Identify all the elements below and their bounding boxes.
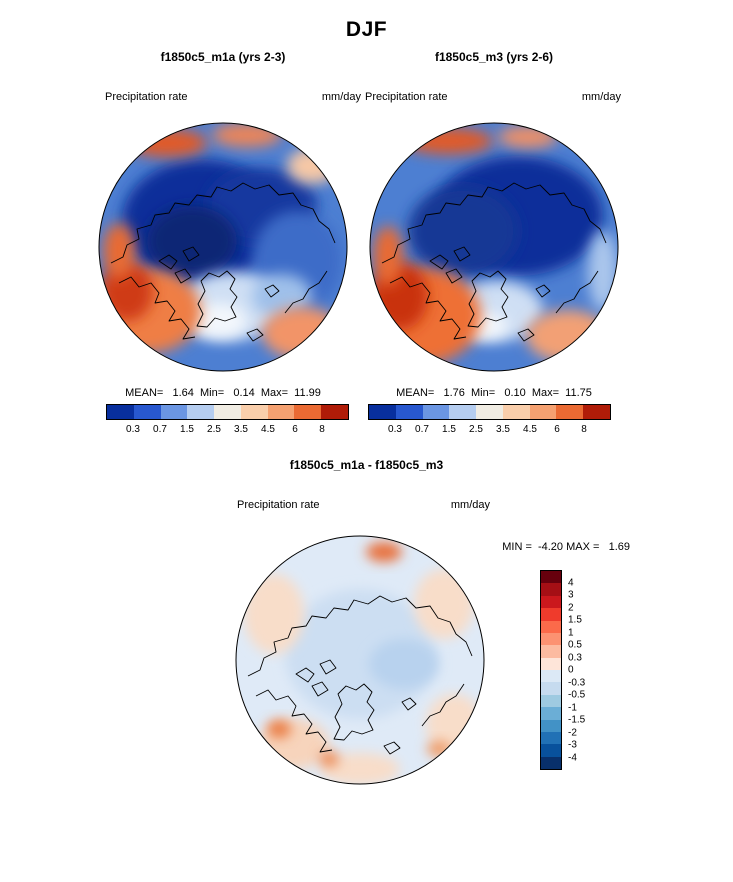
map-diff [235, 535, 485, 785]
panel2-units-label: mm/day [581, 91, 621, 103]
colorbar-tick-label: 6 [554, 424, 560, 435]
colorbar-segment [541, 707, 561, 720]
colorbar-tick-label: 1.5 [568, 614, 582, 626]
colorbar-segment [541, 645, 561, 658]
colorbar-segment [529, 405, 557, 419]
colorbar-tick-label: 0.5 [568, 639, 582, 651]
colorbar-tick-label: -4 [568, 752, 577, 763]
panel2-stats: MEAN= 1.76 Min= 0.10 Max= 11.75 [396, 387, 592, 399]
colorbar-segment [541, 731, 561, 745]
colorbar-segment [187, 405, 215, 419]
diff-units-label: mm/day [450, 499, 490, 511]
colorbar-tick-label: -3 [568, 739, 577, 751]
diff-colorbar-ticks: 4 3 2 1.5 1 0.5 0.3 0 -0.3 -0.5 -1 -1.5 -2 -3 -4 [568, 570, 602, 770]
panel1-colorbar-ticks: 0.3 0.7 1.5 2.5 3.5 4.5 6 8 [106, 424, 349, 436]
map3-boundary-circle [235, 535, 485, 785]
colorbar-tick-label: 2.5 [207, 424, 221, 435]
colorbar-tick-label: 3 [568, 589, 574, 601]
colorbar-segment [541, 744, 561, 757]
colorbar-segment [107, 405, 134, 419]
colorbar-segment [133, 405, 161, 419]
diff-field-row: Precipitation rate mm/day [237, 499, 490, 511]
colorbar-tick-label: 2 [568, 602, 574, 613]
colorbar-tick-label: -2 [568, 727, 577, 738]
colorbar-segment [422, 405, 450, 419]
panel2-field-label: Precipitation rate [365, 91, 448, 103]
colorbar-tick-label: 2.5 [469, 424, 483, 435]
colorbar-tick-label: -1 [568, 702, 577, 713]
panel2-field-row: Precipitation rate mm/day [365, 91, 621, 103]
colorbar-segment [214, 405, 241, 419]
colorbar-segment [541, 608, 561, 621]
colorbar-tick-label: 4.5 [261, 424, 275, 435]
colorbar-tick-label: 3.5 [234, 424, 248, 435]
colorbar-tick-label: -0.3 [568, 677, 586, 688]
colorbar-tick-label: 8 [581, 424, 587, 435]
figure-title: DJF [345, 18, 388, 41]
colorbar-segment [476, 405, 503, 419]
colorbar-segment [541, 694, 561, 708]
map2-field-shading [370, 123, 618, 371]
colorbar-segment [541, 682, 561, 695]
colorbar-segment [267, 405, 295, 419]
panel1-units-label: mm/day [321, 91, 361, 103]
map-panel1-precip [98, 122, 348, 372]
map-panel2-precip [369, 122, 619, 372]
colorbar-segment [321, 405, 349, 419]
colorbar-tick-label: -0.5 [568, 689, 586, 701]
colorbar-tick-label: -1.5 [568, 714, 586, 726]
colorbar-segment [541, 756, 561, 769]
colorbar-segment [449, 405, 477, 419]
diff-colorbar [540, 570, 562, 770]
panel2-colorbar-ticks: 0.3 0.7 1.5 2.5 3.5 4.5 6 8 [368, 424, 611, 436]
colorbar-segment [395, 405, 423, 419]
colorbar-tick-label: 6 [292, 424, 298, 435]
map2-boundary-circle [369, 122, 619, 372]
colorbar-tick-label: 4.5 [523, 424, 537, 435]
map3-field-shading [236, 536, 484, 784]
colorbar-tick-label: 1 [568, 627, 574, 638]
colorbar-segment [240, 405, 268, 419]
colorbar-tick-label: 0.7 [153, 424, 167, 435]
colorbar-segment [541, 670, 561, 683]
colorbar-segment [541, 719, 561, 732]
colorbar-segment [583, 405, 611, 419]
diff-field-label: Precipitation rate [237, 499, 320, 511]
colorbar-segment [541, 595, 561, 609]
colorbar-segment [541, 632, 561, 646]
map1-field-shading [99, 123, 347, 371]
diff-panel-title: f1850c5_m1a - f1850c5_m3 [289, 458, 444, 472]
colorbar-tick-label: 4 [568, 577, 574, 588]
colorbar-tick-label: 0.3 [388, 424, 402, 435]
colorbar-tick-label: 0 [568, 664, 574, 676]
colorbar-segment [160, 405, 188, 419]
map1-boundary-circle [98, 122, 348, 372]
panel1-field-label: Precipitation rate [105, 91, 188, 103]
colorbar-segment [541, 583, 561, 596]
panel1-colorbar [106, 404, 349, 420]
diff-minmax: MIN = -4.20 MAX = 1.69 [502, 541, 630, 553]
colorbar-segment [369, 405, 396, 419]
panel2-colorbar [368, 404, 611, 420]
panel1-title: f1850c5_m1a (yrs 2-3) [160, 50, 286, 64]
panel2-title: f1850c5_m3 (yrs 2-6) [434, 50, 554, 64]
panel1-field-row: Precipitation rate mm/day [105, 91, 361, 103]
colorbar-tick-label: 0.3 [568, 652, 582, 663]
colorbar-segment [541, 571, 561, 584]
colorbar-segment [294, 405, 322, 419]
colorbar-tick-label: 1.5 [442, 424, 456, 435]
panel1-stats: MEAN= 1.64 Min= 0.14 Max= 11.99 [125, 387, 321, 399]
colorbar-tick-label: 3.5 [496, 424, 510, 435]
colorbar-tick-label: 1.5 [180, 424, 194, 435]
colorbar-segment [541, 657, 561, 670]
colorbar-segment [502, 405, 530, 419]
colorbar-segment [556, 405, 584, 419]
colorbar-tick-label: 0.3 [126, 424, 140, 435]
colorbar-tick-label: 0.7 [415, 424, 429, 435]
colorbar-tick-label: 8 [319, 424, 325, 435]
colorbar-segment [541, 620, 561, 633]
